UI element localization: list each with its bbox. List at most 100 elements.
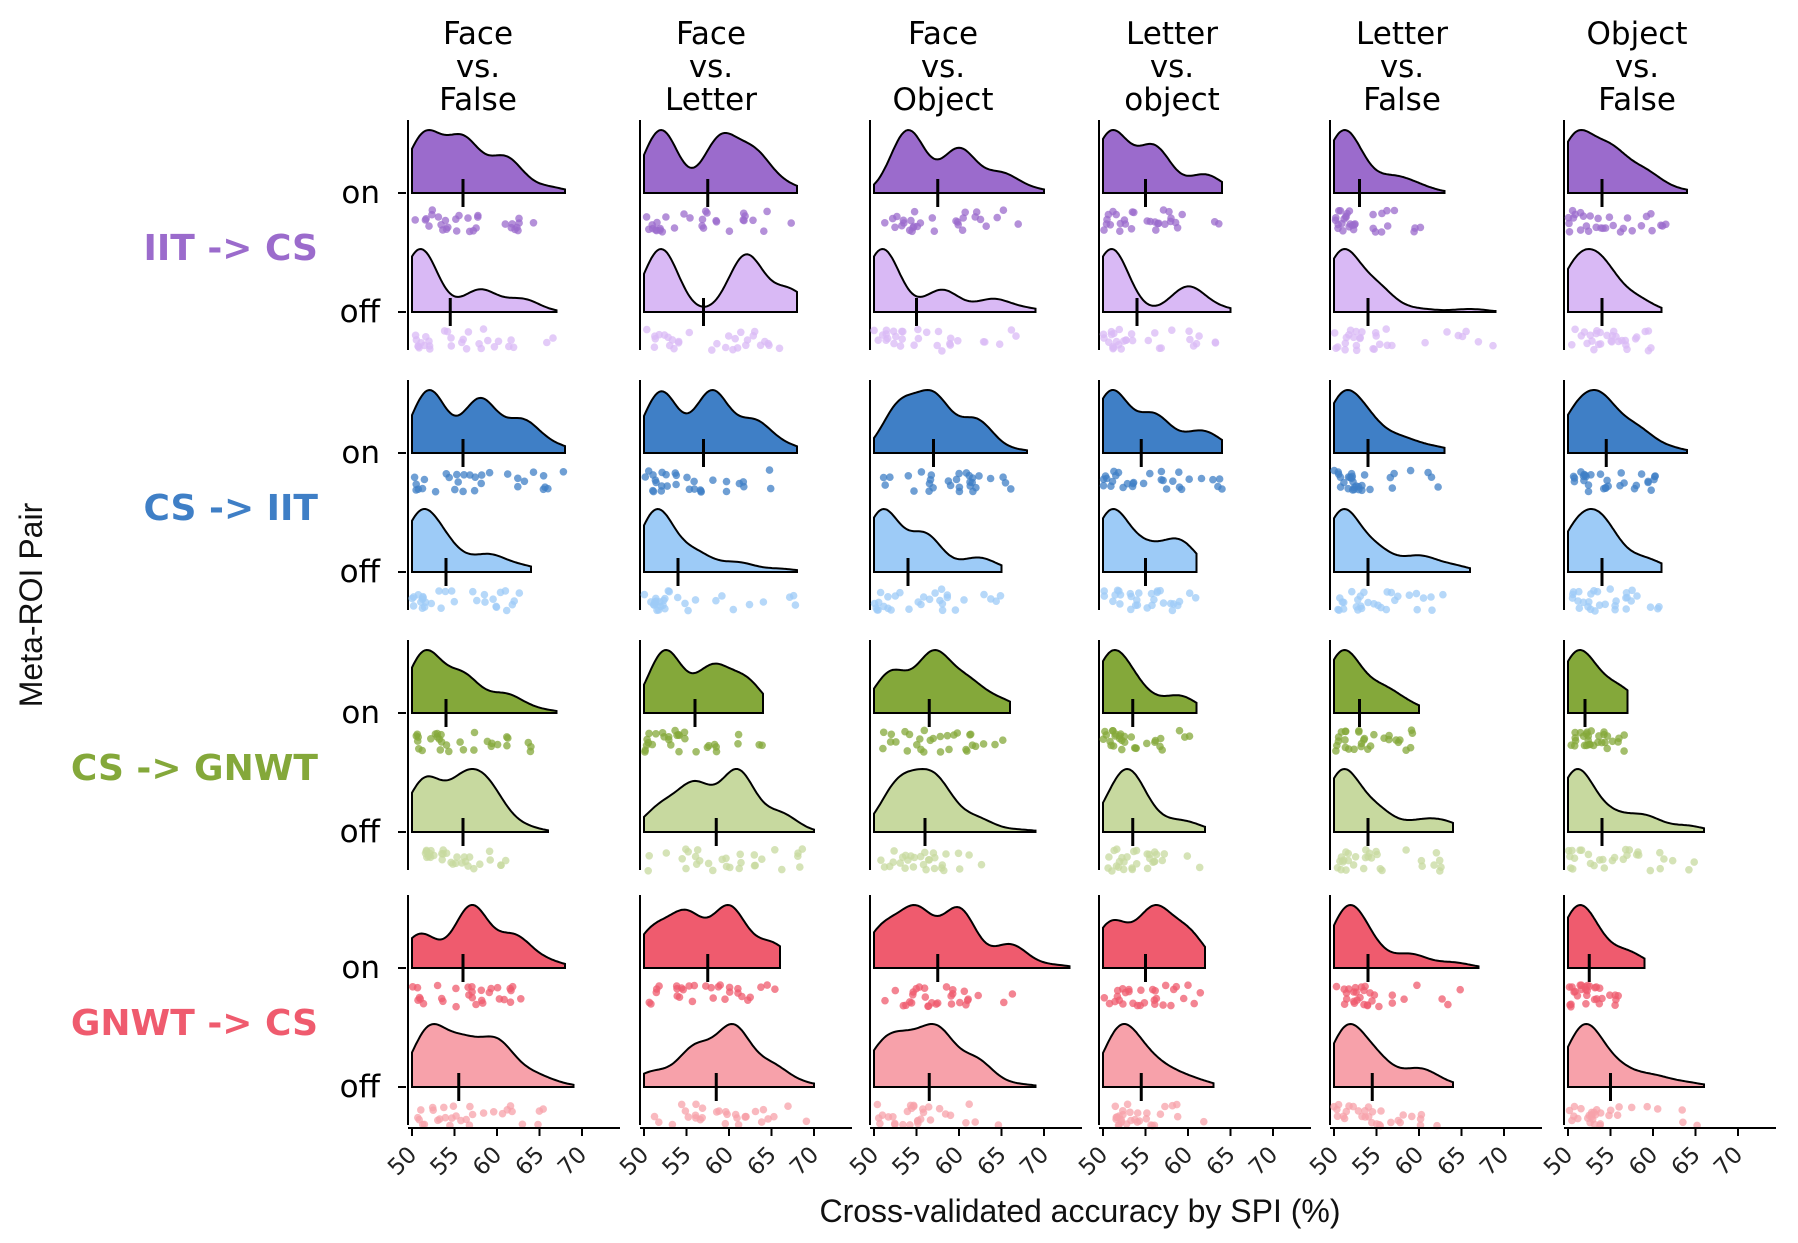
- data-point: [914, 334, 923, 343]
- data-point: [716, 981, 724, 989]
- data-point: [1570, 1112, 1578, 1120]
- data-point: [1127, 733, 1136, 741]
- data-point: [733, 344, 742, 352]
- data-point: [1388, 991, 1397, 999]
- data-point: [1127, 605, 1135, 614]
- column-title-line: Face: [676, 16, 746, 52]
- data-point: [1605, 213, 1614, 221]
- data-point: [937, 864, 946, 872]
- column-title-line: object: [1124, 82, 1220, 118]
- condition-label: off: [340, 294, 381, 330]
- data-point: [879, 473, 888, 482]
- density-cloud: [643, 128, 798, 194]
- density-cloud: [643, 247, 798, 313]
- data-point: [1647, 486, 1655, 495]
- data-point: [658, 468, 666, 477]
- data-point: [1594, 340, 1603, 349]
- data-point: [1169, 477, 1177, 486]
- data-point: [1336, 207, 1345, 215]
- data-point: [1166, 217, 1175, 226]
- column-title-line: vs.: [1615, 49, 1659, 85]
- data-point: [879, 744, 887, 753]
- data-point: [955, 469, 963, 478]
- data-point: [471, 473, 480, 482]
- data-point: [1135, 589, 1143, 597]
- data-point: [1583, 339, 1591, 348]
- data-point: [1584, 603, 1592, 611]
- data-point: [1336, 594, 1344, 602]
- data-point: [751, 1107, 760, 1116]
- data-point: [1620, 747, 1628, 755]
- data-point: [686, 214, 694, 222]
- data-point: [1133, 1109, 1142, 1117]
- data-point: [1390, 469, 1398, 478]
- data-point: [980, 590, 988, 599]
- data-point: [417, 1106, 425, 1114]
- data-point: [1211, 339, 1220, 347]
- data-point: [965, 471, 973, 480]
- data-point: [910, 341, 918, 350]
- data-point: [958, 226, 967, 234]
- data-point: [435, 1115, 444, 1123]
- data-point: [796, 863, 804, 871]
- density-cloud: [411, 247, 558, 313]
- data-point: [1111, 591, 1119, 599]
- data-point: [1633, 592, 1641, 600]
- column-title-line: Object: [1587, 16, 1688, 52]
- x-tick-label: 55: [1117, 1142, 1156, 1181]
- data-point: [1007, 485, 1015, 493]
- data-point: [1157, 467, 1166, 476]
- data-point: [725, 983, 734, 992]
- data-point: [1582, 222, 1591, 230]
- data-point: [1112, 1115, 1120, 1123]
- data-point: [1616, 481, 1624, 490]
- data-point: [1595, 856, 1604, 864]
- density-cloud: [1333, 247, 1497, 313]
- data-point: [1406, 743, 1415, 752]
- data-point: [1111, 730, 1120, 738]
- data-point: [1584, 850, 1593, 859]
- data-point: [1185, 475, 1193, 484]
- data-point: [460, 471, 468, 479]
- data-point: [1152, 226, 1160, 234]
- data-point: [468, 1110, 477, 1119]
- data-point: [671, 469, 680, 477]
- data-point: [559, 468, 568, 476]
- data-point: [920, 726, 929, 735]
- data-point: [1568, 594, 1577, 602]
- data-point: [657, 487, 666, 495]
- density-cloud: [873, 388, 1028, 454]
- data-point: [1364, 598, 1372, 607]
- data-point: [1352, 988, 1360, 996]
- data-point: [1159, 206, 1168, 214]
- data-point: [947, 1000, 956, 1008]
- data-point: [1354, 1107, 1363, 1115]
- density-cloud: [1102, 507, 1198, 573]
- data-point: [526, 747, 535, 756]
- data-point: [517, 995, 525, 1003]
- data-point: [1570, 742, 1579, 750]
- data-point: [731, 334, 739, 343]
- data-point: [415, 993, 424, 1002]
- data-point: [501, 587, 510, 595]
- data-point: [681, 599, 689, 608]
- data-point: [724, 332, 733, 340]
- data-point: [1396, 1118, 1404, 1127]
- data-point: [1341, 727, 1350, 736]
- data-point: [886, 473, 894, 482]
- density-cloud: [1102, 128, 1223, 194]
- data-point: [510, 597, 518, 605]
- data-point: [914, 1116, 922, 1125]
- data-point: [945, 745, 953, 754]
- data-point: [549, 334, 557, 342]
- data-point: [910, 207, 919, 216]
- density-cloud: [873, 903, 1071, 969]
- density-cloud: [1567, 767, 1705, 833]
- data-point: [1609, 221, 1617, 230]
- data-point: [1161, 220, 1169, 228]
- data-point: [1679, 1118, 1687, 1127]
- data-point: [426, 345, 434, 353]
- data-point: [1434, 483, 1442, 491]
- data-point: [936, 748, 945, 756]
- data-point: [899, 327, 907, 336]
